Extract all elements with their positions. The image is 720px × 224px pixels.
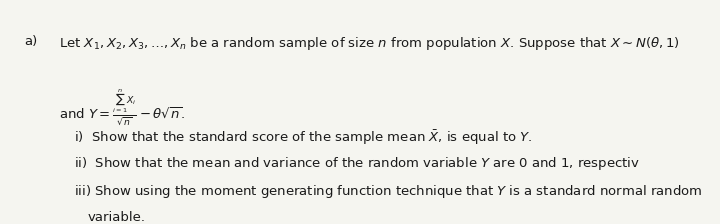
Text: i)  Show that the standard score of the sample mean $\bar{X}$, is equal to $Y$.: i) Show that the standard score of the s… bbox=[73, 128, 532, 146]
Text: variable.: variable. bbox=[88, 211, 146, 224]
Text: and $Y = \frac{\sum_{i=1}^{n} X_i}{\sqrt{n}} - \theta\sqrt{n}$.: and $Y = \frac{\sum_{i=1}^{n} X_i}{\sqrt… bbox=[59, 87, 186, 127]
Text: Let $X_1, X_2, X_3, \ldots, X_n$ be a random sample of size $n$ from population : Let $X_1, X_2, X_3, \ldots, X_n$ be a ra… bbox=[59, 35, 680, 52]
Text: a): a) bbox=[24, 35, 37, 48]
Text: iii) Show using the moment generating function technique that $Y$ is a standard : iii) Show using the moment generating fu… bbox=[73, 183, 702, 200]
Text: ii)  Show that the mean and variance of the random variable $Y$ are 0 and 1, res: ii) Show that the mean and variance of t… bbox=[73, 155, 639, 172]
